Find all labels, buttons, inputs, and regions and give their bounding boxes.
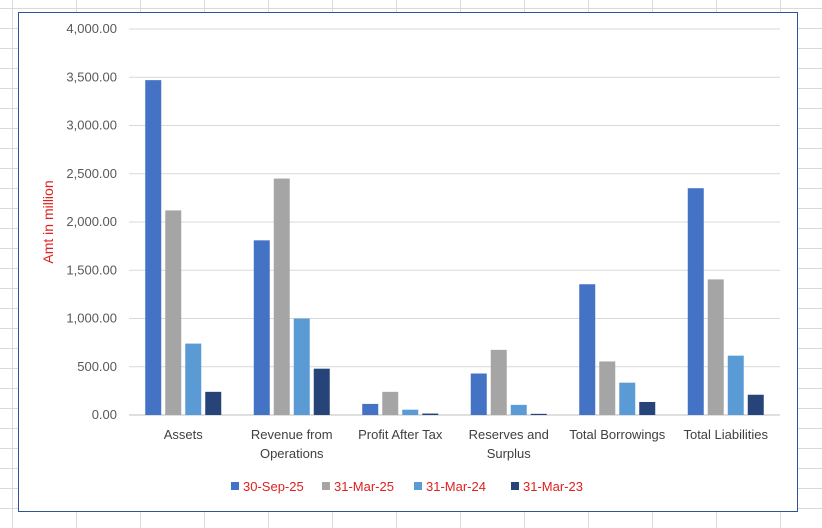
legend-label: 30-Sep-25: [243, 479, 304, 494]
gridlines: [129, 28, 780, 416]
x-category-label: Profit After Tax: [358, 427, 443, 442]
bar[interactable]: [687, 188, 704, 415]
legend: 30-Sep-25 31-Mar-25 31-Mar-24 31-Mar-23: [231, 479, 583, 494]
bar[interactable]: [490, 349, 507, 415]
bar[interactable]: [599, 361, 616, 415]
bar[interactable]: [273, 178, 290, 415]
bar[interactable]: [707, 279, 724, 415]
bar[interactable]: [145, 80, 162, 416]
bar[interactable]: [165, 210, 182, 415]
legend-label: 31-Mar-25: [334, 479, 394, 494]
bars: [145, 80, 764, 416]
y-tick-label: 2,500.00: [66, 166, 117, 181]
bar[interactable]: [362, 403, 379, 415]
bar[interactable]: [382, 391, 399, 415]
bar[interactable]: [727, 355, 744, 415]
legend-swatch: [231, 482, 239, 490]
y-tick-labels: 0.00 500.00 1,000.00 1,500.00 2,000.00 2,500.…: [66, 21, 117, 422]
bar[interactable]: [185, 343, 202, 415]
y-tick-label: 2,000.00: [66, 214, 117, 229]
x-category-label: Total Borrowings: [569, 427, 666, 442]
bar[interactable]: [313, 368, 330, 415]
x-category-label: Revenue from Operations: [251, 427, 333, 461]
bar[interactable]: [293, 318, 310, 416]
y-tick-label: 1,000.00: [66, 311, 117, 326]
y-tick-label: 1,500.00: [66, 262, 117, 277]
bar[interactable]: [205, 391, 222, 415]
bar[interactable]: [619, 382, 636, 415]
y-axis-title: Amt in million: [40, 180, 56, 263]
bar[interactable]: [510, 404, 527, 415]
y-tick-label: 3,000.00: [66, 118, 117, 133]
legend-swatch: [414, 482, 422, 490]
x-category-label: Assets: [164, 427, 204, 442]
y-tick-label: 500.00: [77, 359, 117, 374]
legend-label: 31-Mar-24: [426, 479, 486, 494]
bar[interactable]: [579, 284, 596, 415]
legend-swatch: [322, 482, 330, 490]
bar[interactable]: [422, 413, 439, 415]
y-tick-label: 0.00: [92, 407, 117, 422]
bar[interactable]: [253, 240, 270, 415]
x-category-labels: Assets Revenue from Operations Profit After…: [164, 427, 769, 461]
bar[interactable]: [639, 401, 656, 415]
bar[interactable]: [747, 394, 764, 415]
x-category-label: Reserves and Surplus: [469, 427, 549, 461]
bar[interactable]: [470, 373, 487, 415]
bar[interactable]: [530, 413, 547, 415]
y-tick-label: 3,500.00: [66, 69, 117, 84]
legend-swatch: [511, 482, 519, 490]
y-tick-label: 4,000.00: [66, 21, 117, 36]
x-category-label: Total Liabilities: [683, 427, 768, 442]
bar[interactable]: [402, 409, 419, 415]
legend-label: 31-Mar-23: [523, 479, 583, 494]
